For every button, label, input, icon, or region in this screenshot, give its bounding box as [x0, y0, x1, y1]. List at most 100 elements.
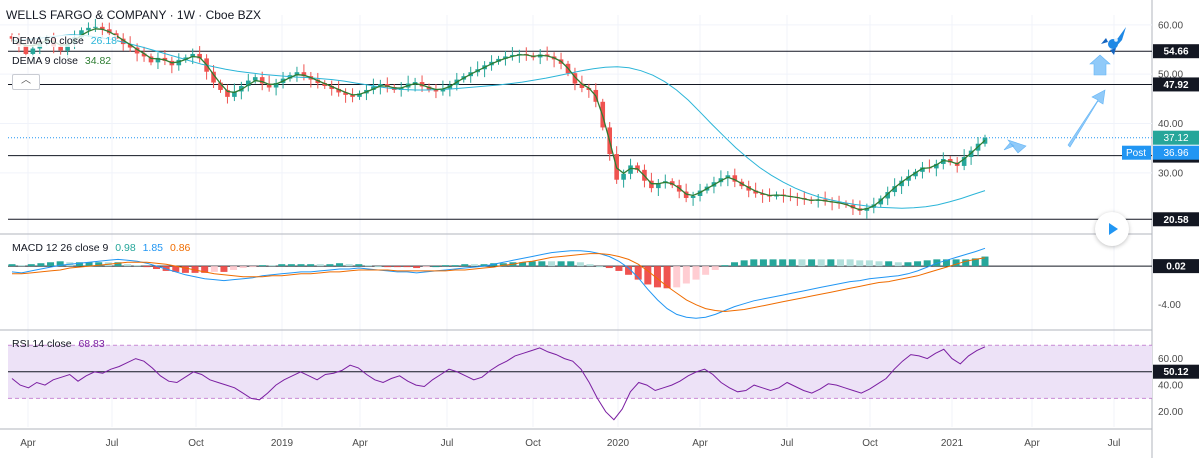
macd-level-tag — [1153, 259, 1199, 274]
candle-body — [350, 94, 355, 97]
macd-histogram-bar — [258, 265, 266, 267]
macd-histogram-bar — [393, 266, 401, 268]
candle-body — [899, 180, 904, 187]
level-tag — [1153, 212, 1199, 227]
macd-histogram-bar — [403, 266, 411, 268]
candle-body — [9, 36, 15, 39]
candle-body — [58, 46, 63, 51]
candle-body — [628, 165, 633, 174]
macd-histogram-bar — [942, 259, 950, 267]
macd-histogram-bar — [56, 261, 64, 267]
macd-histogram-bar — [759, 259, 767, 267]
legend-macd-value-3: 0.86 — [169, 242, 191, 254]
candle-body — [947, 159, 953, 163]
rsi-axis-tick: 60.00 — [1158, 354, 1183, 365]
macd-panel — [8, 247, 1152, 319]
post-label: Post — [1126, 148, 1146, 159]
macd-histogram-bar — [625, 266, 633, 275]
x-tick-label: Oct — [862, 438, 878, 449]
macd-histogram-bar — [326, 264, 334, 267]
macd-histogram-bar — [18, 265, 26, 267]
candle-body — [878, 198, 884, 205]
legend-dema50: DEMA 50 close 26.18 — [12, 35, 117, 47]
macd-axis-tick: -4.00 — [1158, 300, 1181, 311]
dema50-line — [11, 34, 986, 209]
price-axis-tick: 40.00 — [1158, 119, 1183, 130]
macd-histogram-bar — [769, 259, 777, 267]
candle-body — [294, 72, 300, 76]
candle-body — [753, 190, 758, 194]
candle-body — [336, 88, 341, 93]
up-arrow-icon — [1089, 54, 1111, 76]
macd-histogram-bar — [827, 259, 835, 267]
macd-histogram-bar — [336, 263, 344, 267]
macd-histogram-bar — [47, 262, 55, 267]
candle-body — [440, 88, 446, 92]
candle-body — [656, 183, 661, 189]
macd-histogram-bar — [875, 261, 883, 267]
candle-body — [941, 159, 946, 164]
candle-body — [635, 165, 640, 170]
macd-histogram-bar — [297, 264, 305, 267]
level-tag-label: 47.92 — [1163, 80, 1188, 91]
candle-body — [301, 72, 307, 77]
candle-body — [232, 91, 237, 97]
candle-body — [225, 89, 230, 97]
legend-dema9: DEMA 9 close 34.82 — [12, 55, 112, 67]
legend-collapse-button[interactable]: ︿ — [12, 74, 40, 90]
macd-histogram-bar — [143, 266, 151, 268]
macd-histogram-bar — [451, 265, 459, 267]
macd-histogram-bar — [133, 265, 141, 267]
rsi-line — [11, 346, 986, 421]
candle-body — [934, 163, 939, 169]
macd-histogram-bar — [557, 261, 565, 267]
macd-histogram-bar — [432, 266, 440, 268]
candle-body — [266, 83, 272, 88]
macd-histogram-bar — [547, 261, 555, 267]
macd-histogram-bar — [673, 266, 681, 288]
macd-histogram-bar — [287, 264, 295, 267]
macd-histogram-bar — [836, 259, 844, 267]
macd-histogram-bar — [576, 262, 584, 267]
macd-histogram-bar — [596, 266, 604, 268]
candle-body — [183, 57, 189, 60]
candle-body — [697, 190, 703, 196]
macd-line — [11, 247, 986, 319]
candle-body — [683, 191, 689, 198]
macd-histogram-bar — [798, 259, 806, 267]
rsi-level-tag — [1153, 364, 1199, 379]
candle-body — [65, 43, 70, 51]
level-tag — [1153, 44, 1199, 59]
candle-body — [510, 54, 515, 57]
candle-body — [273, 83, 279, 88]
x-tick-label: 2019 — [271, 438, 294, 449]
macd-histogram-bar — [8, 264, 16, 267]
x-tick-label: Apr — [352, 438, 368, 449]
candle-body — [120, 38, 126, 45]
macd-histogram-bar — [586, 264, 594, 267]
macd-histogram-bar — [682, 266, 690, 284]
candle-body — [79, 30, 84, 38]
macd-histogram-bar — [413, 266, 421, 269]
candle-body — [690, 195, 696, 198]
replay-play-button[interactable] — [1095, 212, 1129, 246]
candle-body — [86, 27, 91, 31]
candle-body — [100, 26, 105, 30]
macd-histogram-bar — [663, 266, 671, 289]
macd-histogram-bar — [634, 266, 642, 280]
macd-histogram-bar — [114, 262, 122, 267]
macd-histogram-bar — [201, 266, 209, 273]
price-panel — [8, 18, 1152, 220]
macd-histogram-bar — [885, 261, 893, 267]
level-tag-label: 54.66 — [1163, 47, 1188, 58]
macd-histogram-bar — [422, 266, 430, 268]
candle-body — [141, 53, 147, 57]
macd-histogram-bar — [374, 266, 382, 268]
candle-body — [315, 79, 321, 84]
legend-dema9-value: 34.82 — [84, 55, 112, 67]
x-axis: Apr Jul Oct 2019 Apr Jul Oct 2020 Apr Jul Oct 2021 A… — [20, 438, 1120, 449]
macd-histogram-bar — [181, 266, 189, 273]
rsi-axis-tick: 40.00 — [1158, 381, 1183, 392]
candle-body — [246, 80, 251, 87]
